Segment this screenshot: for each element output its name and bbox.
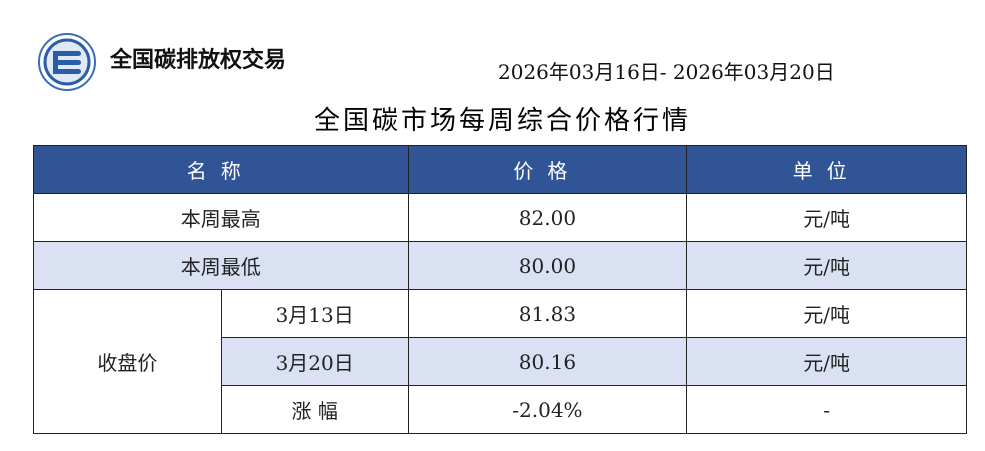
brand-name: 全国碳排放权交易	[110, 48, 287, 73]
table-row: 本周最低 80.00 元/吨	[33, 241, 967, 290]
date-range: 2026年03月16日- 2026年03月20日	[498, 60, 835, 84]
row-price: 80.00	[407, 241, 688, 290]
row-sub: 涨 幅	[220, 385, 409, 434]
table-header-row: 名称 价格 单位	[33, 145, 967, 194]
table-row: 3月20日 80.16 元/吨	[34, 337, 967, 386]
row-unit: 元/吨	[686, 337, 967, 386]
column-header-price: 价格	[407, 145, 688, 194]
row-price: 81.83	[407, 289, 688, 338]
table-row: 涨 幅 -2.04% -	[34, 385, 967, 434]
table-row: 本周最高 82.00 元/吨	[33, 193, 967, 242]
row-price: -2.04%	[407, 385, 688, 434]
row-name: 本周最高	[33, 193, 409, 242]
row-unit: -	[686, 385, 967, 434]
row-unit: 元/吨	[686, 289, 967, 338]
column-header-name: 名称	[33, 145, 409, 194]
row-group-closing-price: 收盘价	[33, 289, 222, 434]
row-unit: 元/吨	[686, 241, 967, 290]
exchange-logo	[38, 33, 96, 91]
page-title: 全国碳市场每周综合价格行情	[313, 106, 691, 136]
row-sub: 3月13日	[220, 289, 409, 338]
price-table: 名称 价格 单位 本周最高 82.00 元/吨 本周最低 80.00 元/吨 收…	[33, 145, 967, 434]
column-header-unit: 单位	[686, 145, 967, 194]
row-unit: 元/吨	[686, 193, 967, 242]
row-sub: 3月20日	[220, 337, 409, 386]
row-name: 本周最低	[33, 241, 409, 290]
row-price: 80.16	[407, 337, 688, 386]
row-price: 82.00	[407, 193, 688, 242]
table-row: 收盘价 3月13日 81.83 元/吨	[33, 289, 967, 434]
